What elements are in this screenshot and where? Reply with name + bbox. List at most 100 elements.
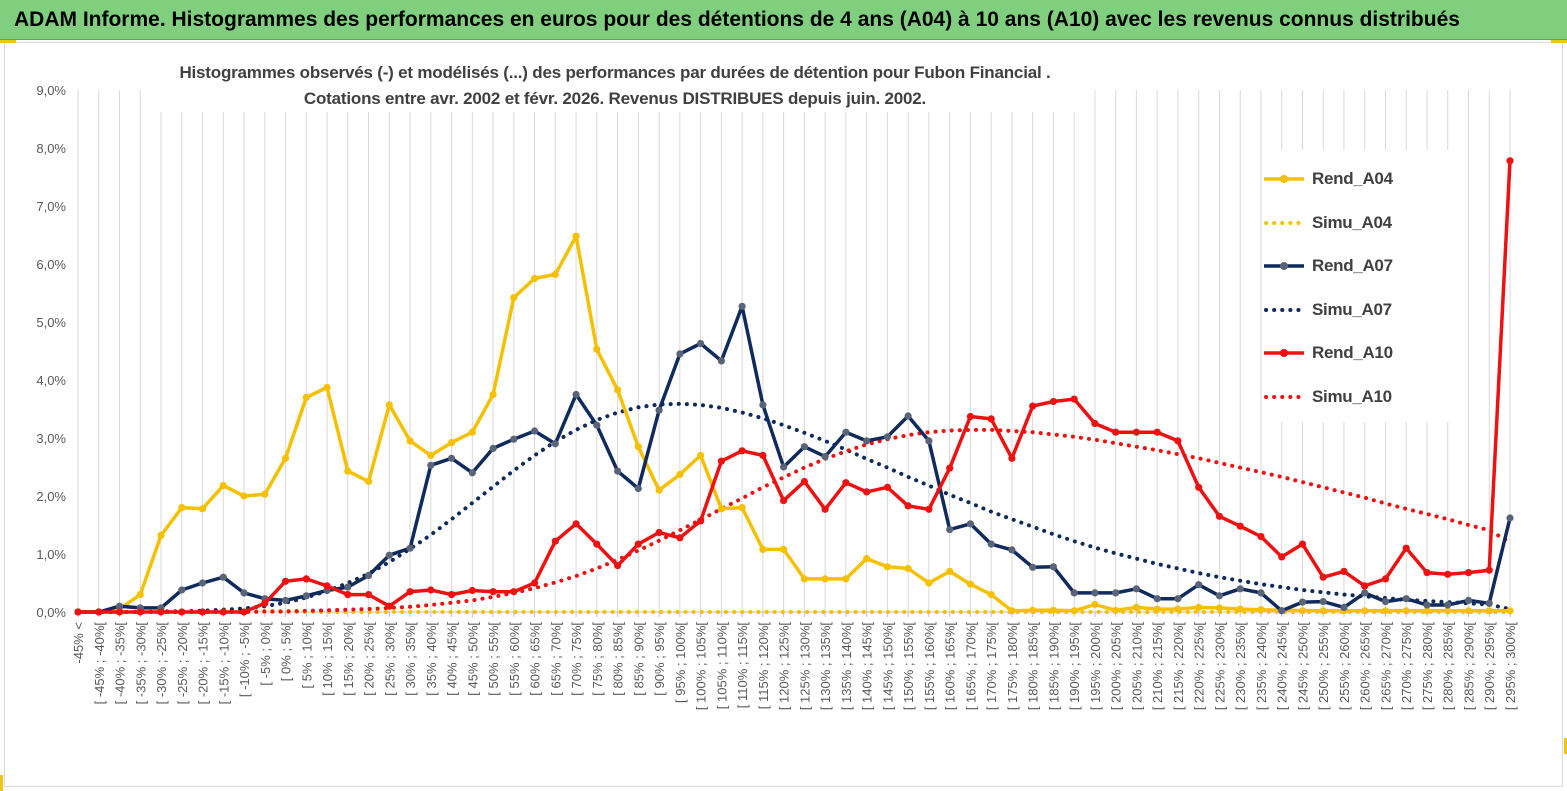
point-rend-a04	[946, 567, 954, 576]
point-rend-a07	[1485, 599, 1493, 607]
point-rend-a04	[655, 486, 663, 494]
point-rend-a04	[178, 504, 186, 512]
legend-swatch-simu-a04	[1264, 220, 1306, 225]
point-rend-a04	[1008, 607, 1016, 615]
point-rend-a10	[1215, 512, 1223, 520]
point-rend-a04	[510, 294, 518, 302]
point-rend-a07	[468, 469, 476, 477]
x-tick-label: [ 70% ; 75%[	[569, 622, 584, 696]
point-rend-a10	[925, 505, 933, 513]
point-rend-a04	[1153, 605, 1161, 613]
chart-frame	[4, 42, 1563, 787]
x-tick-label: [ 295% ; 300%[	[1503, 622, 1518, 711]
point-rend-a07	[883, 433, 892, 441]
point-rend-a04	[1319, 607, 1327, 615]
point-rend-a04	[365, 477, 373, 486]
point-rend-a10	[1423, 569, 1431, 577]
x-tick-label: [ 140% ; 145%[	[860, 622, 875, 711]
point-rend-a07	[1340, 603, 1348, 612]
point-rend-a04	[1402, 607, 1410, 615]
point-rend-a04	[966, 580, 975, 588]
point-rend-a04	[1236, 605, 1244, 613]
x-tick-label: [ 175% ; 180%[	[1005, 622, 1020, 711]
x-tick-label: [ 185% ; 190%[	[1046, 622, 1061, 711]
x-tick-label: [ 45% ; 50%[	[465, 622, 480, 696]
x-tick-label: [ 115% ; 120%[	[756, 622, 771, 710]
point-rend-a07	[634, 484, 642, 493]
x-tick-label: -45% <	[71, 622, 86, 664]
point-rend-a10	[198, 608, 207, 616]
point-rend-a07	[385, 551, 393, 559]
point-rend-a07	[614, 467, 622, 475]
point-rend-a07	[1298, 598, 1307, 606]
point-rend-a10	[780, 497, 788, 505]
point-rend-a07	[531, 427, 539, 435]
point-rend-a10	[593, 540, 601, 548]
x-tick-label: [ 75% ; 80%[	[590, 622, 605, 696]
x-tick-label: [ 240% ; 245%[	[1275, 622, 1290, 711]
point-rend-a04	[821, 575, 829, 583]
point-rend-a07	[987, 540, 995, 548]
point-rend-a04	[1132, 603, 1140, 612]
point-rend-a10	[987, 415, 995, 423]
x-tick-label: [ 260% ; 265%[	[1358, 622, 1373, 711]
point-rend-a07	[510, 435, 518, 443]
x-tick-label: [ 190% ; 195%[	[1067, 622, 1082, 711]
point-rend-a04	[219, 482, 227, 490]
point-rend-a07	[489, 444, 497, 452]
series-line-rend-a07	[78, 304, 1512, 614]
point-rend-a04	[1381, 607, 1390, 615]
point-rend-a04	[614, 386, 622, 394]
report-title: ADAM Informe. Histogrammes des performan…	[14, 7, 1460, 31]
x-tick-label: [ 110% ; 115%[	[735, 622, 750, 709]
series-line-simu-a10	[76, 427, 1512, 614]
point-rend-a10	[1029, 402, 1037, 410]
x-tick-label: [ 265% ; 270%[	[1378, 622, 1393, 711]
x-tick-label: [ 270% ; 275%[	[1399, 622, 1414, 711]
point-rend-a04	[634, 443, 642, 451]
point-rend-a04	[385, 401, 393, 409]
point-rend-a10	[489, 588, 497, 596]
point-rend-a07	[1278, 607, 1286, 615]
point-rend-a07	[551, 440, 559, 448]
point-rend-a04	[427, 451, 435, 459]
y-tick-label: 5,0%	[36, 315, 66, 330]
point-rend-a07	[1381, 598, 1390, 606]
point-rend-a07	[1257, 589, 1265, 597]
point-rend-a04	[593, 345, 601, 353]
legend-label-simu-a10: Simu_A10	[1312, 386, 1392, 406]
point-rend-a04	[1298, 607, 1307, 615]
point-rend-a07	[115, 602, 124, 610]
point-rend-a04	[1257, 606, 1265, 614]
x-tick-label: [ 205% ; 210%[	[1129, 622, 1144, 711]
legend-swatch-simu-a10	[1264, 394, 1306, 399]
x-tick-label: [ 15% ; 20%[	[341, 622, 356, 696]
point-rend-a10	[1464, 569, 1473, 577]
x-tick-label: [ 230% ; 235%[	[1233, 622, 1248, 711]
point-rend-a04	[987, 591, 995, 599]
point-rend-a07	[1402, 595, 1410, 603]
corner-mark-br	[1564, 738, 1567, 754]
point-rend-a10	[1257, 533, 1265, 541]
x-tick-label: [ 280% ; 285%[	[1441, 622, 1456, 711]
point-rend-a04	[281, 454, 290, 462]
point-rend-a04	[261, 490, 269, 498]
x-tick-label: [ 40% ; 45%[	[445, 622, 460, 696]
point-rend-a04	[551, 270, 559, 278]
point-rend-a07	[904, 412, 912, 420]
point-rend-a10	[427, 586, 435, 594]
point-rend-a10	[1278, 553, 1286, 561]
point-rend-a07	[198, 579, 207, 587]
point-rend-a10	[1008, 454, 1016, 462]
point-rend-a07	[344, 583, 352, 591]
x-tick-label: [ 155% ; 160%[	[922, 622, 937, 711]
point-rend-a04	[1215, 604, 1223, 612]
x-tick-label: [ 145% ; 150%[	[880, 622, 895, 711]
point-rend-a10	[385, 602, 393, 610]
chart-title: Histogrammes observés (-) et modélisés (…	[150, 60, 1080, 112]
x-axis: -45% < [ -45% ; -40%[[ -40% ; -35%[[ -35%…	[71, 612, 1518, 710]
point-rend-a10	[365, 591, 373, 599]
point-rend-a10	[1298, 540, 1307, 548]
point-rend-a07	[572, 390, 580, 399]
x-tick-label: [ 250% ; 255%[	[1316, 622, 1331, 711]
